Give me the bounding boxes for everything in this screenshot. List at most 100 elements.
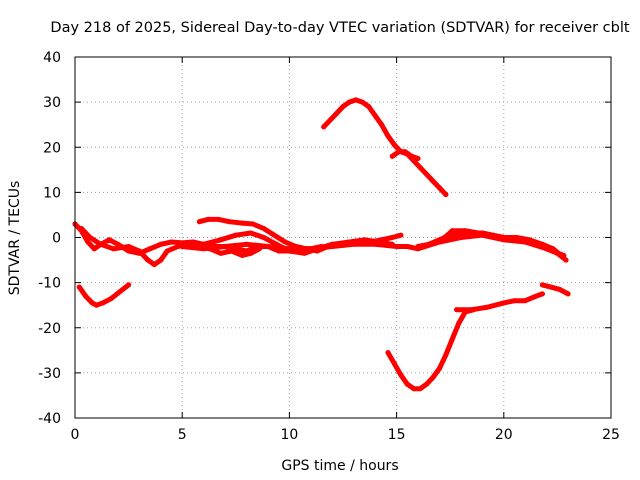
y-tick-label: 20 xyxy=(43,140,61,156)
data-point xyxy=(514,235,520,240)
data-point xyxy=(179,244,185,249)
data-point xyxy=(229,248,234,254)
data-point xyxy=(126,282,132,288)
data-point xyxy=(415,244,421,249)
data-point xyxy=(533,293,539,299)
data-point xyxy=(248,250,254,256)
x-tick-label: 20 xyxy=(495,427,513,443)
data-point xyxy=(108,295,114,301)
data-point xyxy=(379,122,385,128)
data-point xyxy=(248,230,254,236)
data-point xyxy=(409,153,415,159)
data-point xyxy=(239,220,245,226)
chart-title: Day 218 of 2025, Sidereal Day-to-day VTE… xyxy=(50,20,629,36)
data-point xyxy=(222,244,228,249)
data-point xyxy=(488,232,494,238)
data-point xyxy=(286,248,292,254)
data-point xyxy=(443,352,449,358)
data-point xyxy=(449,228,455,234)
data-point xyxy=(164,248,170,254)
data-point xyxy=(226,219,232,225)
data-point xyxy=(539,282,545,288)
data-point xyxy=(359,99,365,105)
data-point xyxy=(469,307,475,313)
data-point xyxy=(169,239,174,245)
data-point xyxy=(147,246,153,252)
x-tick-label: 5 xyxy=(178,427,187,443)
data-point xyxy=(346,239,352,245)
data-point xyxy=(389,153,395,159)
data-point xyxy=(218,237,224,243)
data-point xyxy=(437,185,442,191)
data-point xyxy=(522,298,528,304)
data-point xyxy=(462,228,468,234)
data-point xyxy=(424,381,430,387)
data-point xyxy=(565,291,571,297)
data-point xyxy=(87,235,93,240)
data-point xyxy=(539,291,545,297)
data-point xyxy=(106,237,112,243)
data-point xyxy=(539,241,545,247)
data-point xyxy=(334,110,340,116)
data-point xyxy=(392,361,397,367)
data-point xyxy=(145,257,151,263)
data-point xyxy=(454,307,460,313)
data-point xyxy=(430,178,436,184)
data-point xyxy=(126,248,132,254)
data-point xyxy=(244,241,249,247)
y-tick-label: 40 xyxy=(43,50,61,66)
data-point xyxy=(327,117,333,123)
y-tick-label: -10 xyxy=(38,276,61,292)
data-point xyxy=(250,221,256,227)
data-point xyxy=(557,286,562,292)
data-point xyxy=(100,300,106,306)
data-point xyxy=(261,226,267,231)
data-point xyxy=(265,244,271,249)
data-point xyxy=(449,336,455,342)
data-point xyxy=(111,246,117,252)
data-point xyxy=(443,192,449,198)
data-point xyxy=(239,253,245,258)
data-point xyxy=(404,381,410,387)
axis-ticks: 0 5 10 15 20 25 -40 -30 -20 -10 0 10 20 30 40 xyxy=(38,50,620,443)
data-point xyxy=(151,262,157,268)
data-point xyxy=(76,284,82,290)
data-point xyxy=(205,216,211,222)
data-point xyxy=(361,237,367,243)
data-point xyxy=(83,293,89,299)
data-point xyxy=(158,241,164,247)
y-tick-label: 30 xyxy=(43,95,61,111)
x-axis-label: GPS time / hours xyxy=(281,458,398,474)
data-point xyxy=(201,246,207,252)
data-point xyxy=(392,142,397,148)
x-tick-label: 15 xyxy=(388,427,406,443)
data-point xyxy=(376,239,382,245)
x-tick-label: 0 xyxy=(71,427,80,443)
data-point xyxy=(398,232,404,238)
data-point xyxy=(426,241,432,247)
data-point xyxy=(484,304,490,310)
data-point xyxy=(430,374,436,380)
data-point xyxy=(411,386,417,392)
grid-lines xyxy=(75,57,611,418)
data-point xyxy=(456,320,462,326)
y-tick-label: 10 xyxy=(43,185,61,201)
data-point xyxy=(293,244,299,249)
data-point xyxy=(458,235,464,240)
data-point xyxy=(233,232,239,238)
data-point xyxy=(93,302,99,308)
y-tick-label: 0 xyxy=(52,231,61,247)
data-point xyxy=(321,124,327,130)
data-point xyxy=(404,244,410,249)
data-point xyxy=(346,99,352,105)
data-point xyxy=(216,216,222,222)
data-point xyxy=(91,246,97,252)
data-point xyxy=(126,244,132,249)
data-point xyxy=(527,237,532,243)
data-point xyxy=(353,97,359,103)
data-point xyxy=(175,244,181,249)
data-point xyxy=(550,246,556,252)
y-tick-label: -20 xyxy=(38,321,61,337)
series-line-arc-m xyxy=(539,282,571,297)
